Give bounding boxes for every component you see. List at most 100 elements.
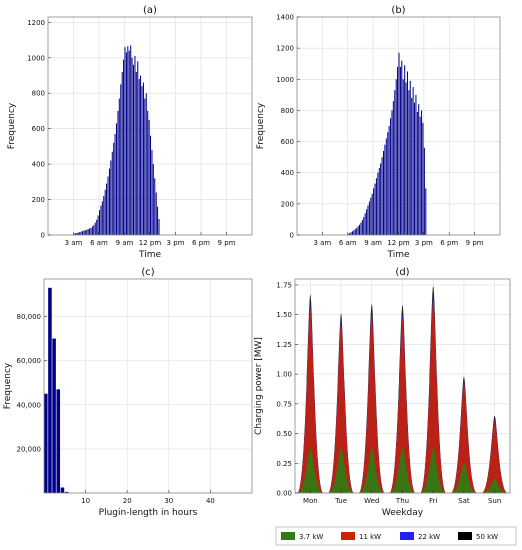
histogram-bar [127, 46, 129, 236]
histogram-bar [90, 227, 92, 235]
power-area-11-kW [481, 421, 508, 493]
title-a: (a) [143, 5, 157, 16]
histogram-bar [406, 71, 408, 235]
x-tick-label: Sat [458, 497, 470, 505]
histogram-bar [349, 233, 351, 235]
x-tick-label: 10 [81, 497, 90, 505]
ylabel-d: Charging power [MW] [254, 337, 264, 435]
y-ticks-d: 0.00 0.25 0.50 0.75 1.00 1.25 1.50 1.75 [276, 281, 298, 498]
power-area-3-7-kW [481, 478, 508, 493]
histogram-bar [402, 79, 404, 236]
y-tick-label: 1400 [276, 14, 294, 22]
histogram-bar [100, 205, 102, 235]
legend-swatch [458, 532, 472, 540]
y-tick-label: 600 [281, 138, 294, 146]
y-tick-label: 40,000 [17, 401, 42, 409]
histogram-bar [157, 206, 159, 235]
histogram-bar [76, 232, 78, 235]
ylabel-a: Frequency [7, 102, 17, 149]
legend-swatch [400, 532, 414, 540]
power-area-11-kW [420, 300, 447, 493]
power-area-3-7-kW [297, 447, 324, 493]
histogram-bar [86, 229, 88, 235]
y-ticks-b: 0 200 400 600 800 1000 1200 1400 [276, 14, 300, 240]
histogram-bar [404, 65, 406, 236]
xlabel-b: Time [386, 250, 409, 260]
y-tick-label: 200 [281, 200, 294, 208]
x-tick-label: 30 [164, 497, 173, 505]
histogram-bar [388, 126, 390, 235]
histogram-bar [114, 133, 116, 235]
histogram-bar [123, 59, 125, 235]
histogram-bar [398, 52, 400, 235]
histogram-bar [52, 338, 56, 493]
histogram-bar [124, 47, 126, 235]
histogram-bar [125, 52, 127, 235]
title-b: (b) [391, 5, 405, 16]
histogram-bar [118, 98, 120, 235]
y-tick-label: 1.00 [276, 371, 292, 379]
power-area-11-kW [358, 317, 385, 493]
ylabel-c: Frequency [3, 362, 13, 409]
histogram-bar [370, 197, 372, 235]
histogram-bar [107, 176, 109, 235]
axes-frame-c [43, 278, 253, 494]
histogram-bar [392, 101, 394, 235]
histogram-bar [130, 45, 132, 235]
histogram-bar [89, 228, 91, 235]
x-tick-label: 12 pm [139, 239, 162, 247]
x-tick-label: 6 pm [440, 239, 458, 247]
bars-c [44, 287, 69, 493]
title-c: (c) [141, 267, 154, 278]
histogram-bar [138, 79, 140, 235]
histogram-bar [368, 201, 370, 235]
histogram-bar [416, 111, 418, 235]
x-tick-label: 3 pm [167, 239, 185, 247]
histogram-bar [395, 79, 397, 236]
histogram-bar [421, 110, 423, 235]
histogram-bar [158, 219, 160, 235]
histogram-bar [79, 232, 81, 235]
histogram-bar [387, 132, 389, 235]
y-tick-label: 1000 [27, 54, 45, 62]
histogram-bar [412, 87, 414, 235]
histogram-bar [422, 122, 424, 235]
title-d: (d) [395, 267, 409, 278]
histogram-bar [152, 164, 154, 235]
histogram-bar [94, 222, 96, 235]
histogram-bar [137, 61, 139, 235]
histogram-bar [375, 178, 377, 235]
legend-label: 3.7 kW [299, 533, 323, 541]
histogram-bar [378, 168, 380, 235]
histogram-bar [77, 232, 79, 235]
y-tick-label: 0 [290, 232, 294, 240]
legend-label: 50 kW [476, 533, 498, 541]
histogram-bar [356, 227, 358, 235]
legend-swatch [281, 532, 295, 540]
histogram-bar [147, 110, 149, 235]
histogram-bar [155, 192, 157, 235]
histogram-bar [423, 147, 425, 235]
histogram-bar [381, 157, 383, 235]
histogram-bar [60, 487, 65, 493]
grid-a [48, 17, 252, 236]
x-ticks-a: 3 am 6 am 9 am 12 pm 3 pm 6 pm 9 pm [65, 232, 236, 247]
y-tick-label: 60,000 [17, 357, 42, 365]
histogram-bar [373, 188, 375, 235]
legend-label: 11 kW [359, 533, 381, 541]
y-tick-label: 400 [281, 169, 294, 177]
histogram-bar [360, 222, 362, 235]
histogram-bar [397, 66, 399, 235]
power-area-3-7-kW [420, 447, 447, 493]
x-tick-label: 6 am [90, 239, 108, 247]
panel-c: 20,000 40,000 60,000 80,000 10 20 30 40 (c) Pl… [3, 267, 253, 518]
y-tick-label: 800 [32, 90, 45, 98]
histogram-bar [413, 102, 415, 236]
histogram-bar [87, 229, 89, 235]
histogram-bar [134, 55, 136, 236]
histogram-bar [83, 230, 85, 235]
histogram-bar [111, 151, 113, 235]
x-tick-label: 9 pm [466, 239, 484, 247]
